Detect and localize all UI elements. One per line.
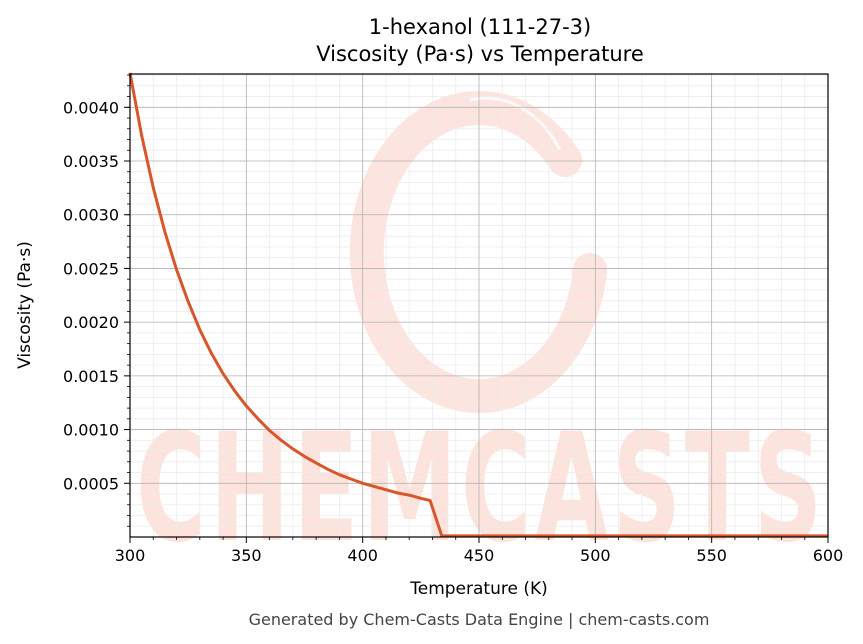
y-tick-label: 0.0010 bbox=[63, 421, 119, 440]
x-tick-label: 450 bbox=[464, 546, 495, 565]
grid-major bbox=[130, 74, 828, 537]
y-tick-label: 0.0020 bbox=[63, 313, 119, 332]
series-layer bbox=[128, 72, 828, 538]
x-axis-label: Temperature (K) bbox=[409, 579, 548, 599]
series-line bbox=[128, 72, 828, 538]
chart-subtitle: Viscosity (Pa·s) vs Temperature bbox=[316, 42, 644, 66]
y-axis-label: Viscosity (Pa·s) bbox=[15, 241, 35, 369]
x-tick-label: 600 bbox=[813, 546, 844, 565]
x-tick-label: 300 bbox=[115, 546, 146, 565]
chart-title: 1-hexanol (111-27-3) bbox=[369, 15, 591, 39]
watermark-logo: CHEMCASTS bbox=[136, 91, 826, 576]
y-tick-label: 0.0035 bbox=[63, 152, 119, 171]
watermark-ring bbox=[349, 91, 607, 414]
x-tick-label: 550 bbox=[696, 546, 727, 565]
y-tick-label: 0.0015 bbox=[63, 367, 119, 386]
y-tick-label: 0.0040 bbox=[63, 98, 119, 117]
ticks: 300 350 400 450 500 550 600 0.0005 0.0010 0.0015 0… bbox=[63, 74, 844, 565]
x-tick-label: 350 bbox=[231, 546, 262, 565]
x-tick-label: 400 bbox=[347, 546, 378, 565]
y-tick-label: 0.0030 bbox=[63, 206, 119, 225]
x-tick-label: 500 bbox=[580, 546, 611, 565]
footer-credit: Generated by Chem-Casts Data Engine | ch… bbox=[249, 610, 710, 629]
y-tick-label: 0.0025 bbox=[63, 259, 119, 278]
watermark-text: CHEMCASTS bbox=[136, 402, 826, 576]
y-tick-label: 0.0005 bbox=[63, 474, 119, 493]
